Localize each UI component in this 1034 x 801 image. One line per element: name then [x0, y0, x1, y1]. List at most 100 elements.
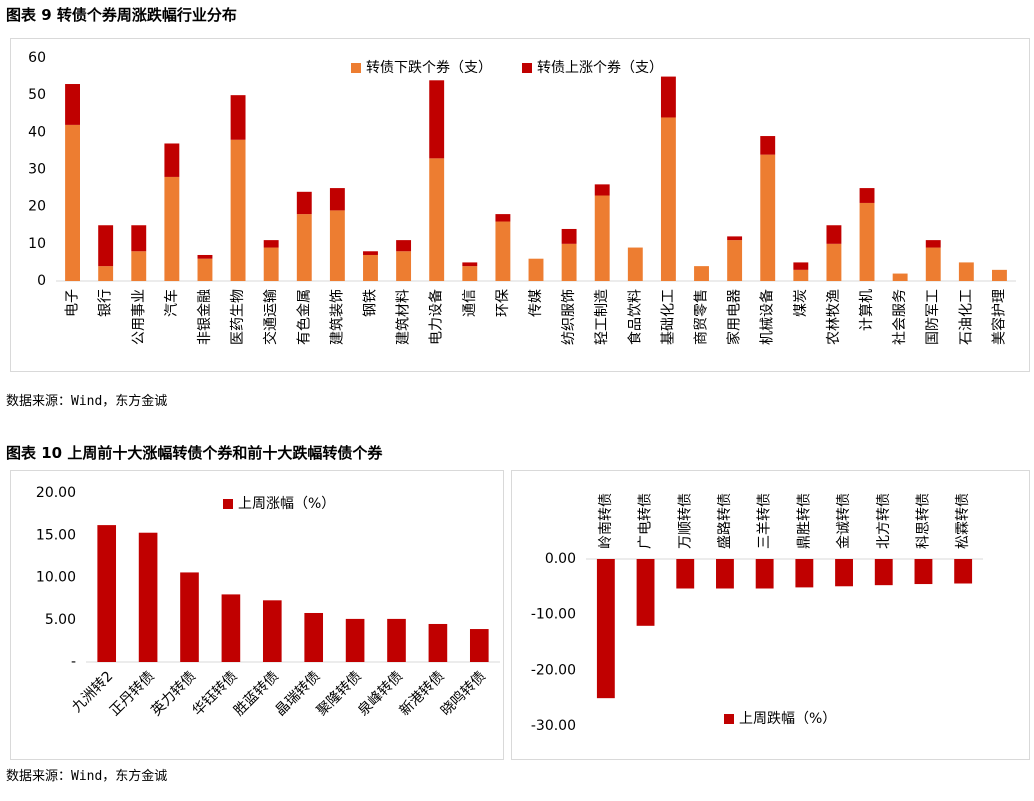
bar [660, 117, 676, 281]
y-tick-label: 20.00 [36, 485, 76, 501]
x-tick-label: 钢铁 [362, 289, 378, 317]
bar [97, 525, 117, 662]
bar [914, 559, 933, 585]
x-tick-label: 计算机 [859, 289, 875, 331]
x-tick-label: 食品饮料 [626, 289, 643, 345]
bar [180, 572, 199, 662]
bar [596, 559, 615, 699]
x-tick-label: 基础化工 [659, 289, 676, 345]
x-tick-label: 盛路转债 [717, 493, 733, 549]
x-tick-label: 有色金属 [295, 289, 312, 345]
bar [65, 124, 80, 282]
x-tick-label: 岭南转债 [598, 493, 614, 549]
bar [755, 559, 774, 589]
bar [462, 262, 478, 267]
bar [676, 559, 695, 589]
bar [304, 612, 324, 662]
bar [793, 269, 809, 281]
legend-label: 转债下跌个券（支） [366, 60, 492, 76]
bar [329, 210, 345, 281]
source: 数据来源：Wind，东方金诚 [6, 769, 168, 784]
bar [131, 225, 147, 252]
bar [594, 195, 610, 281]
bar [345, 618, 365, 662]
bar [495, 214, 511, 222]
x-tick-label: 电力设备 [428, 289, 445, 345]
x-tick-label: 公用事业 [131, 289, 147, 345]
bar [594, 184, 610, 196]
y-tick-label: 50 [28, 87, 46, 103]
bar [263, 240, 279, 248]
x-tick-label: 鼎胜转债 [796, 493, 812, 549]
bar [65, 84, 80, 125]
x-tick-label: 医药生物 [230, 289, 246, 345]
x-tick-label: 建筑材料 [396, 289, 412, 345]
bar [727, 240, 743, 281]
bar [992, 269, 1007, 281]
bar [230, 139, 246, 281]
bar [138, 532, 158, 662]
bar [874, 559, 893, 586]
x-tick-label: 电子 [65, 289, 81, 317]
bar [197, 258, 213, 281]
chart: 0102030405060电子 银行 公用事业 汽车 非银金融 医药生物 交通运输 有色金属建… [10, 38, 1030, 372]
bar [859, 202, 875, 281]
x-tick-label: 英力转债 [148, 668, 200, 720]
x-tick-label: 北方转债 [876, 493, 892, 549]
x-tick-label: 交通运输 [262, 289, 279, 345]
x-tick-label: 传媒 [528, 289, 544, 317]
y-tick-label: 5.00 [45, 612, 76, 628]
bar [760, 136, 776, 155]
bar [263, 247, 279, 281]
x-tick-label: 通信 [462, 289, 478, 317]
bar [835, 559, 853, 587]
y-tick-label: 10.00 [36, 570, 76, 586]
bar [826, 243, 842, 281]
chart: 0.00 -10.00 -20.00 -30.00 岭南转债 广电转债 万顺转债 盛路转债 三羊… [511, 470, 1030, 760]
bar [296, 214, 312, 281]
source: 数据来源：Wind，东方金诚 [6, 394, 168, 409]
bar [164, 143, 180, 177]
caption: 图表 10 上周前十大涨幅转债个券和前十大跌幅转债个券 [6, 444, 383, 462]
x-tick-label: 新港转债 [397, 668, 448, 719]
bar [197, 254, 213, 259]
bar [561, 228, 577, 244]
y-tick-label: 60 [28, 50, 46, 66]
x-tick-label: 银行 [98, 289, 114, 317]
bar [627, 247, 643, 281]
x-tick-label: 万顺转债 [677, 493, 693, 549]
x-tick-label: 广电转债 [638, 493, 654, 549]
bar [760, 154, 776, 281]
y-tick-label: 15.00 [36, 527, 76, 543]
bar [396, 251, 412, 281]
x-tick-label: 家用电器 [726, 289, 743, 345]
legend-swatch [351, 63, 361, 73]
x-tick-label: 胜蓝转债 [231, 668, 282, 719]
x-tick-label: 国防军工 [925, 289, 941, 345]
bar [462, 266, 478, 281]
x-tick-label: 纺织服饰 [561, 289, 577, 345]
bar [164, 176, 180, 281]
bar [925, 247, 941, 281]
legend-swatch [724, 714, 734, 724]
bar [528, 258, 544, 281]
x-tick-label: 晓鸣转债 [437, 668, 489, 720]
legend-label: 转债上涨个券（支） [537, 60, 663, 76]
bar [262, 600, 282, 662]
x-tick-label: 科思转债 [915, 493, 931, 549]
bar [429, 158, 445, 281]
x-tick-label: 农林牧渔 [826, 289, 842, 345]
bar [396, 240, 412, 252]
bar [131, 251, 147, 281]
bar [469, 629, 489, 662]
x-tick-label: 汽车 [163, 289, 180, 317]
bar [793, 262, 809, 270]
bar [716, 559, 734, 589]
bar [925, 240, 941, 248]
x-tick-label: 商贸零售 [694, 289, 710, 345]
caption: 图表 9 转债个券周涨跌幅行业分布 [6, 6, 237, 24]
bar [230, 95, 246, 140]
x-tick-label: 金诚转债 [836, 493, 852, 549]
x-tick-label: 石油化工 [958, 289, 974, 345]
